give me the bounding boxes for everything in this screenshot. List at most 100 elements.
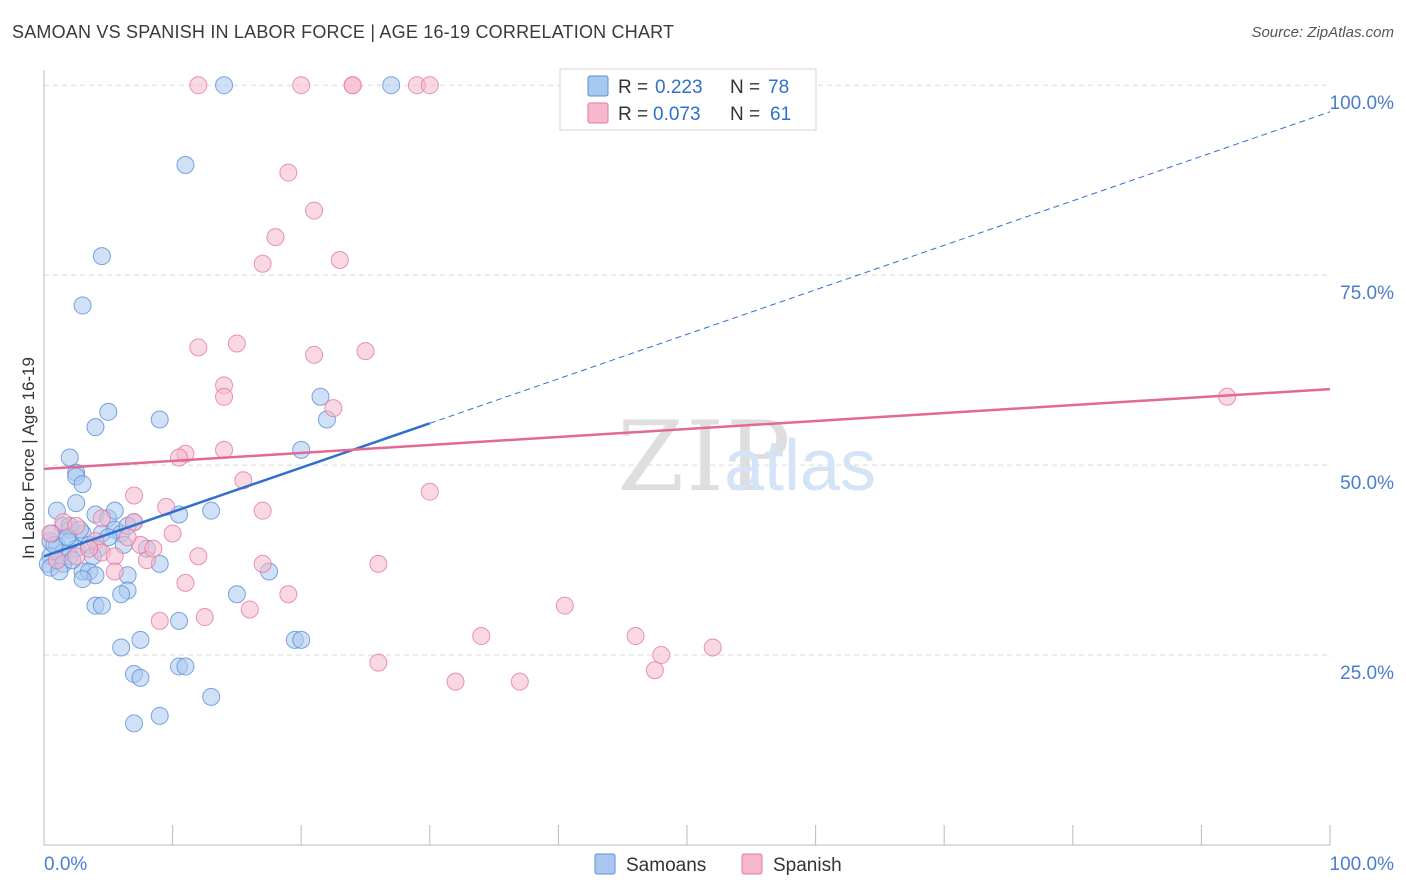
chart-title: SAMOAN VS SPANISH IN LABOR FORCE | AGE 1…	[12, 22, 675, 42]
x-tick-label-min: 0.0%	[44, 854, 87, 875]
spanish-point-37	[144, 539, 163, 558]
samoans-point-51	[170, 611, 189, 630]
samoans-point-2	[176, 155, 195, 174]
spanish-point-17	[324, 399, 343, 418]
samoans-point-53	[112, 638, 131, 657]
legend-swatch-spanish	[587, 102, 609, 124]
y-tick-label-1: 50.0%	[1340, 473, 1394, 494]
spanish-point-44	[195, 608, 214, 627]
spanish-point-28	[163, 524, 182, 543]
spanish-point-23	[125, 486, 144, 505]
samoans-point-14	[73, 475, 92, 494]
samoans-point-47	[227, 585, 246, 604]
samoans-point-50	[92, 596, 111, 615]
spanish-point-41	[279, 585, 298, 604]
spanish-point-50	[652, 646, 671, 665]
spanish-point-38	[189, 547, 208, 566]
spanish-point-1	[292, 76, 311, 95]
legend-r-label-samoans: R =	[618, 77, 648, 98]
spanish-point-11	[189, 338, 208, 357]
y-axis-label: In Labor Force | Age 16-19	[19, 357, 38, 559]
spanish-point-42	[176, 573, 195, 592]
x-tick-label-max: 100.0%	[1330, 854, 1395, 875]
spanish-point-43	[240, 600, 259, 619]
spanish-point-16	[215, 387, 234, 406]
legend-n-value-samoans: 78	[768, 77, 789, 98]
samoans-point-3	[92, 247, 111, 266]
samoans-point-57	[176, 657, 195, 676]
samoans-point-1	[382, 76, 401, 95]
spanish-trend-line	[43, 387, 1331, 471]
bottom-legend-label-spanish: Spanish	[773, 855, 842, 876]
samoans-point-60	[202, 687, 221, 706]
samoans-point-62	[125, 714, 144, 733]
samoans-point-5	[99, 402, 118, 421]
spanish-point-7	[305, 201, 324, 220]
samoans-trend-line	[43, 422, 431, 558]
spanish-point-8	[266, 228, 285, 247]
legend-n-value-spanish: 61	[770, 104, 791, 125]
spanish-point-45	[150, 611, 169, 630]
samoans-trend-extension	[429, 111, 1331, 424]
spanish-point-5	[420, 76, 439, 95]
samoans-point-59	[131, 668, 150, 687]
samoans-point-10	[292, 440, 311, 459]
y-tick-label-2: 75.0%	[1340, 283, 1394, 304]
samoans-point-46	[112, 585, 131, 604]
spanish-points	[41, 76, 1237, 691]
spanish-point-0	[189, 76, 208, 95]
grid-layer	[44, 84, 1330, 656]
spanish-point-19	[215, 440, 234, 459]
samoans-point-15	[67, 494, 86, 513]
legend-r-value-samoans: 0.223	[655, 77, 703, 98]
spanish-point-54	[510, 672, 529, 691]
spanish-point-40	[369, 554, 388, 573]
spanish-point-22	[420, 482, 439, 501]
watermark-zip: ZIP	[617, 401, 792, 513]
spanish-point-12	[227, 334, 246, 353]
samoans-point-55	[292, 630, 311, 649]
y-tick-label-3: 100.0%	[1330, 93, 1395, 114]
spanish-point-48	[626, 627, 645, 646]
bottom-legend-swatch-samoans	[594, 853, 616, 875]
watermark-atlas: atlas	[724, 426, 876, 506]
spanish-point-56	[118, 528, 137, 547]
spanish-point-25	[253, 501, 272, 520]
spanish-point-53	[446, 672, 465, 691]
legend-swatch-samoans	[587, 75, 609, 97]
spanish-point-10	[330, 250, 349, 269]
legend-n-label-spanish: N =	[730, 104, 760, 125]
samoans-point-0	[215, 76, 234, 95]
samoans-point-52	[131, 630, 150, 649]
trend-lines	[43, 111, 1331, 558]
legend-r-value-spanish: 0.073	[653, 104, 701, 125]
spanish-point-3	[343, 76, 362, 95]
spanish-point-52	[645, 661, 664, 680]
spanish-point-20	[170, 448, 189, 467]
x-tick-marks	[43, 825, 1331, 845]
spanish-point-6	[279, 163, 298, 182]
spanish-point-9	[253, 254, 272, 273]
samoans-point-11	[60, 448, 79, 467]
spanish-point-60	[105, 562, 124, 581]
legend-r-label-spanish: R =	[618, 104, 648, 125]
bottom-legend-swatch-spanish	[741, 853, 763, 875]
spanish-point-47	[472, 627, 491, 646]
spanish-point-34	[105, 547, 124, 566]
samoans-point-6	[86, 418, 105, 437]
spanish-point-46	[555, 596, 574, 615]
spanish-point-51	[369, 653, 388, 672]
samoans-point-8	[311, 387, 330, 406]
samoans-point-7	[150, 410, 169, 429]
y-tick-labels: 25.0% 50.0% 75.0% 100.0%	[1330, 93, 1395, 684]
spanish-point-14	[356, 342, 375, 361]
bottom-legend: Samoans Spanish	[594, 853, 842, 876]
samoans-point-43	[73, 570, 92, 589]
samoans-point-21	[202, 501, 221, 520]
samoans-point-61	[150, 706, 169, 725]
source-label: Source: ZipAtlas.com	[1251, 24, 1394, 41]
stats-legend: R = 0.223 N = 78 R = 0.073 N = 61	[559, 68, 817, 131]
spanish-point-49	[703, 638, 722, 657]
legend-n-label-samoans: N =	[730, 77, 760, 98]
